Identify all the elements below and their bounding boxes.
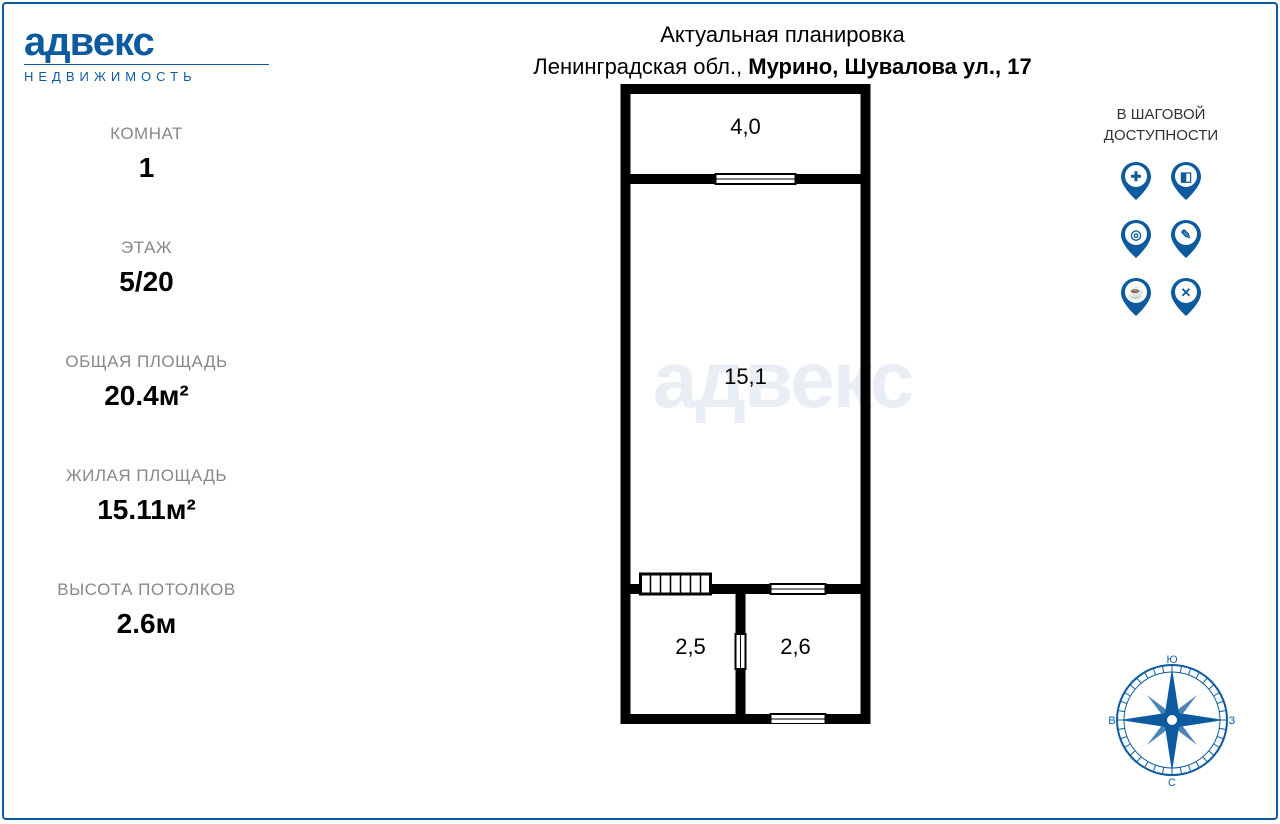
cafe-icon: ☕ bbox=[1118, 276, 1154, 318]
logo-subtitle: недвижимость bbox=[24, 64, 269, 84]
stat-ceiling: ВЫСОТА ПОТОЛКОВ 2.6м bbox=[24, 580, 269, 640]
header-address: Ленинградская обл., Мурино, Шувалова ул.… bbox=[309, 54, 1256, 80]
page-frame: адвекс недвижимость КОМНАТ 1 ЭТАЖ 5/20 О… bbox=[2, 2, 1278, 820]
room-label: 4,0 bbox=[730, 114, 761, 139]
compass: Ю З С В bbox=[1102, 650, 1242, 790]
stat-total-area: ОБЩАЯ ПЛОЩАДЬ 20.4м² bbox=[24, 352, 269, 412]
stat-floor-label: ЭТАЖ bbox=[24, 238, 269, 258]
stat-living-area: ЖИЛАЯ ПЛОЩАДЬ 15.11м² bbox=[24, 466, 269, 526]
transport-icon: ◧ bbox=[1168, 160, 1204, 202]
svg-text:✕: ✕ bbox=[1181, 285, 1192, 300]
walkable-title: В ШАГОВОЙ ДОСТУПНОСТИ bbox=[1076, 104, 1246, 146]
sidebar: адвекс недвижимость КОМНАТ 1 ЭТАЖ 5/20 О… bbox=[4, 4, 289, 818]
shopping-icon: ◎ bbox=[1118, 218, 1154, 260]
svg-text:✚: ✚ bbox=[1131, 169, 1142, 184]
stat-floor-value: 5/20 bbox=[24, 266, 269, 298]
svg-text:☕: ☕ bbox=[1128, 284, 1144, 300]
svg-text:Ю: Ю bbox=[1166, 654, 1177, 666]
logo-text: адвекс bbox=[24, 22, 269, 62]
stat-living-area-label: ЖИЛАЯ ПЛОЩАДЬ bbox=[24, 466, 269, 486]
poi-icon-grid: ✚ ◧ ◎ ✎ ☕ ✕ bbox=[1076, 160, 1246, 318]
room-label: 2,5 bbox=[675, 634, 706, 659]
header-region: Ленинградская обл., bbox=[533, 54, 748, 79]
svg-text:В: В bbox=[1108, 715, 1115, 727]
svg-text:◧: ◧ bbox=[1180, 169, 1192, 184]
stat-living-area-value: 15.11м² bbox=[24, 494, 269, 526]
main-content: Актуальная планировка Ленинградская обл.… bbox=[289, 4, 1276, 818]
header-title: Актуальная планировка bbox=[309, 22, 1256, 48]
compass-svg: Ю З С В bbox=[1102, 650, 1242, 790]
walkable-panel: В ШАГОВОЙ ДОСТУПНОСТИ ✚ ◧ ◎ ✎ ☕ ✕ bbox=[1076, 104, 1246, 318]
stat-floor: ЭТАЖ 5/20 bbox=[24, 238, 269, 298]
svg-text:З: З bbox=[1229, 715, 1236, 727]
svg-text:✎: ✎ bbox=[1181, 227, 1192, 242]
medical-icon: ✚ bbox=[1118, 160, 1154, 202]
education-icon: ✎ bbox=[1168, 218, 1204, 260]
logo-block: адвекс недвижимость bbox=[24, 22, 269, 84]
stat-total-area-value: 20.4м² bbox=[24, 380, 269, 412]
header: Актуальная планировка Ленинградская обл.… bbox=[309, 22, 1256, 80]
stat-ceiling-value: 2.6м bbox=[24, 608, 269, 640]
restaurant-icon: ✕ bbox=[1168, 276, 1204, 318]
stat-rooms-label: КОМНАТ bbox=[24, 124, 269, 144]
room-label: 15,1 bbox=[724, 364, 767, 389]
room-label: 2,6 bbox=[780, 634, 811, 659]
floorplan: 4,0 15,1 2,5 2,6 bbox=[620, 84, 870, 729]
stat-ceiling-label: ВЫСОТА ПОТОЛКОВ bbox=[24, 580, 269, 600]
svg-text:◎: ◎ bbox=[1130, 227, 1141, 242]
header-address-bold: Мурино, Шувалова ул., 17 bbox=[748, 54, 1031, 79]
stat-rooms-value: 1 bbox=[24, 152, 269, 184]
floorplan-svg: 4,0 15,1 2,5 2,6 bbox=[620, 84, 870, 724]
stat-rooms: КОМНАТ 1 bbox=[24, 124, 269, 184]
svg-text:С: С bbox=[1168, 777, 1176, 789]
stat-total-area-label: ОБЩАЯ ПЛОЩАДЬ bbox=[24, 352, 269, 372]
